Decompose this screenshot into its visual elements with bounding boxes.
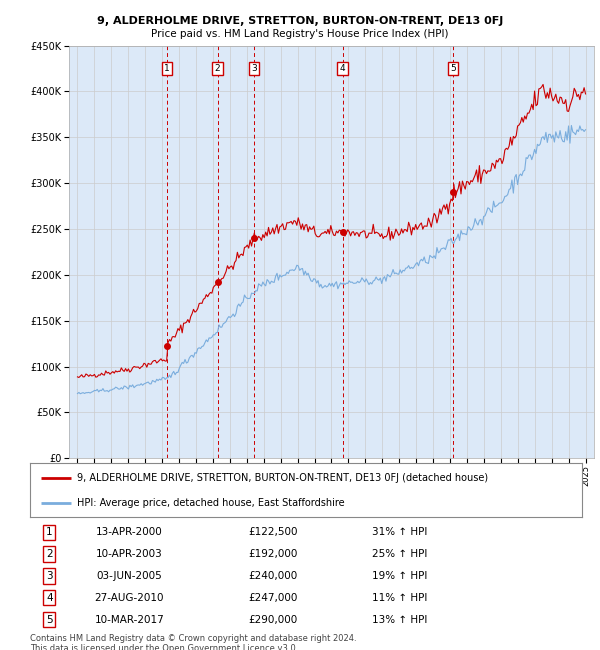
Text: 11% ↑ HPI: 11% ↑ HPI — [372, 593, 428, 603]
Text: 13-APR-2000: 13-APR-2000 — [96, 527, 163, 537]
Text: 4: 4 — [340, 64, 346, 73]
Text: 10-APR-2003: 10-APR-2003 — [96, 549, 163, 559]
Text: 19% ↑ HPI: 19% ↑ HPI — [372, 571, 428, 581]
Text: £122,500: £122,500 — [248, 527, 298, 537]
Text: 1: 1 — [46, 527, 53, 537]
Text: HPI: Average price, detached house, East Staffordshire: HPI: Average price, detached house, East… — [77, 499, 344, 508]
Text: 03-JUN-2005: 03-JUN-2005 — [97, 571, 162, 581]
Text: 9, ALDERHOLME DRIVE, STRETTON, BURTON-ON-TRENT, DE13 0FJ: 9, ALDERHOLME DRIVE, STRETTON, BURTON-ON… — [97, 16, 503, 26]
Text: £290,000: £290,000 — [248, 615, 298, 625]
Text: 10-MAR-2017: 10-MAR-2017 — [94, 615, 164, 625]
Text: Price paid vs. HM Land Registry's House Price Index (HPI): Price paid vs. HM Land Registry's House … — [151, 29, 449, 39]
Text: £192,000: £192,000 — [248, 549, 298, 559]
Text: 13% ↑ HPI: 13% ↑ HPI — [372, 615, 428, 625]
Text: £247,000: £247,000 — [248, 593, 298, 603]
Text: 5: 5 — [46, 615, 53, 625]
Text: 5: 5 — [451, 64, 456, 73]
Text: £240,000: £240,000 — [248, 571, 298, 581]
Text: 3: 3 — [251, 64, 257, 73]
Text: 31% ↑ HPI: 31% ↑ HPI — [372, 527, 428, 537]
Text: 2: 2 — [46, 549, 53, 559]
Text: 2: 2 — [215, 64, 220, 73]
Text: 9, ALDERHOLME DRIVE, STRETTON, BURTON-ON-TRENT, DE13 0FJ (detached house): 9, ALDERHOLME DRIVE, STRETTON, BURTON-ON… — [77, 473, 488, 484]
Text: 1: 1 — [164, 64, 170, 73]
Text: 3: 3 — [46, 571, 53, 581]
Text: 27-AUG-2010: 27-AUG-2010 — [95, 593, 164, 603]
Text: 4: 4 — [46, 593, 53, 603]
Text: 25% ↑ HPI: 25% ↑ HPI — [372, 549, 428, 559]
Text: Contains HM Land Registry data © Crown copyright and database right 2024.
This d: Contains HM Land Registry data © Crown c… — [30, 634, 356, 650]
